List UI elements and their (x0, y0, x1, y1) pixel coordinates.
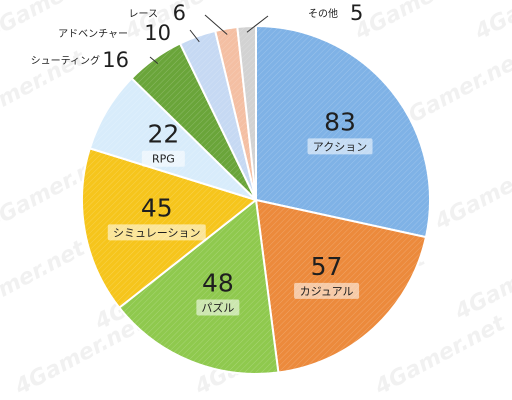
leader-lines (149, 14, 269, 65)
value-label: 22 (147, 120, 179, 149)
category-label: シューティング (31, 54, 100, 67)
slice-7-hatch (215, 27, 256, 201)
value-label: 57 (311, 252, 343, 281)
watermark-text: 4Gamer.net (10, 310, 150, 400)
watermark-text: 4Gamer.net (430, 145, 512, 235)
category-label: レース (129, 9, 159, 20)
value-label: 48 (202, 268, 234, 297)
slice-2-hatch (119, 200, 279, 374)
category-label-bg (294, 282, 360, 299)
leader-line (246, 15, 269, 33)
slice-6-hatch (180, 30, 256, 200)
category-label-bg (307, 138, 373, 155)
pie-slices (81, 24, 431, 375)
category-label: シミュレーション (113, 226, 201, 239)
value-label: 6 (173, 1, 186, 25)
category-label: その他 (308, 7, 338, 20)
category-label: アクション (313, 140, 367, 153)
slice-labels: 83 アクション 57 カジュアル 48 パズル 45 シミュレーション 22 RPG 16シューテ… (31, 1, 373, 316)
watermark-text: 4Gamer.net (0, 235, 91, 325)
slice-0-hatch (256, 26, 431, 238)
category-label: カジュアル (300, 285, 354, 298)
category-label: アドベンチャー (58, 28, 128, 40)
leader-line (204, 14, 228, 35)
category-label-bg (196, 299, 240, 316)
slice-8-hatch (237, 26, 256, 200)
value-label: 16 (102, 48, 129, 72)
category-label-bg (141, 150, 185, 167)
slice-5-hatch (131, 43, 256, 201)
category-label: パズル (201, 300, 234, 314)
value-label: 5 (350, 1, 363, 25)
slice-4-hatch (89, 78, 256, 200)
watermark-text: 4Gamer.net (470, 0, 512, 46)
value-label: 10 (144, 21, 171, 45)
category-label-bg (107, 224, 206, 241)
category-label: RPG (152, 153, 175, 166)
value-label: 45 (141, 193, 173, 222)
leader-line (189, 29, 200, 43)
value-label: 83 (324, 107, 356, 136)
watermark-text: 4Gamer.net (350, 0, 490, 46)
leader-line (149, 56, 159, 65)
watermark-text: 4Gamer.net (370, 310, 510, 400)
watermark-text: 4Gamer.net (450, 235, 512, 325)
